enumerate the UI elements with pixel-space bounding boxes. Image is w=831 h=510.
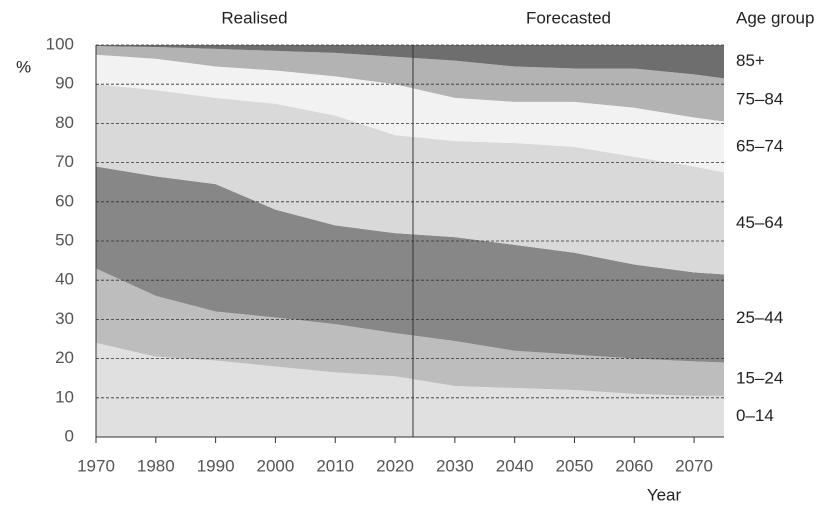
legend-label: 15–24	[736, 369, 783, 388]
legend-label: 25–44	[736, 308, 783, 327]
legend-label: 75–84	[736, 89, 783, 108]
legend-label: 45–64	[736, 213, 783, 232]
x-tick-label: 2010	[316, 456, 354, 475]
area	[96, 268, 724, 396]
x-tick-label: 2040	[496, 456, 534, 475]
area	[96, 46, 724, 122]
legend-title: Age group	[736, 8, 814, 27]
annotation: Forecasted	[526, 8, 611, 27]
legend-label: 0–14	[736, 406, 774, 425]
x-tick-label: 1990	[197, 456, 235, 475]
legend-label: 65–74	[736, 136, 783, 155]
x-tick-label: 2000	[257, 456, 295, 475]
y-tick-label: 100	[46, 34, 74, 53]
y-axis-label: %	[16, 57, 31, 76]
y-tick-label: 10	[55, 387, 74, 406]
x-tick-label: 2060	[615, 456, 653, 475]
area	[96, 342, 724, 437]
x-tick-label: 1970	[77, 456, 115, 475]
y-tick-label: 50	[55, 230, 74, 249]
y-tick-label: 0	[65, 426, 74, 445]
x-axis-label: Year	[647, 485, 682, 504]
area	[96, 166, 724, 363]
area	[96, 45, 724, 79]
x-tick-label: 2070	[675, 456, 713, 475]
annotation: Realised	[221, 8, 287, 27]
y-tick-label: 90	[55, 74, 74, 93]
y-tick-label: 30	[55, 309, 74, 328]
y-tick-label: 40	[55, 270, 74, 289]
x-tick-label: 2050	[556, 456, 594, 475]
y-tick-label: 60	[55, 191, 74, 210]
y-tick-label: 70	[55, 152, 74, 171]
y-tick-label: 20	[55, 348, 74, 367]
x-tick-label: 2020	[376, 456, 414, 475]
x-tick-label: 1980	[137, 456, 175, 475]
x-tick-label: 2030	[436, 456, 474, 475]
y-tick-label: 80	[55, 113, 74, 132]
area	[96, 84, 724, 275]
legend-label: 85+	[736, 51, 765, 70]
